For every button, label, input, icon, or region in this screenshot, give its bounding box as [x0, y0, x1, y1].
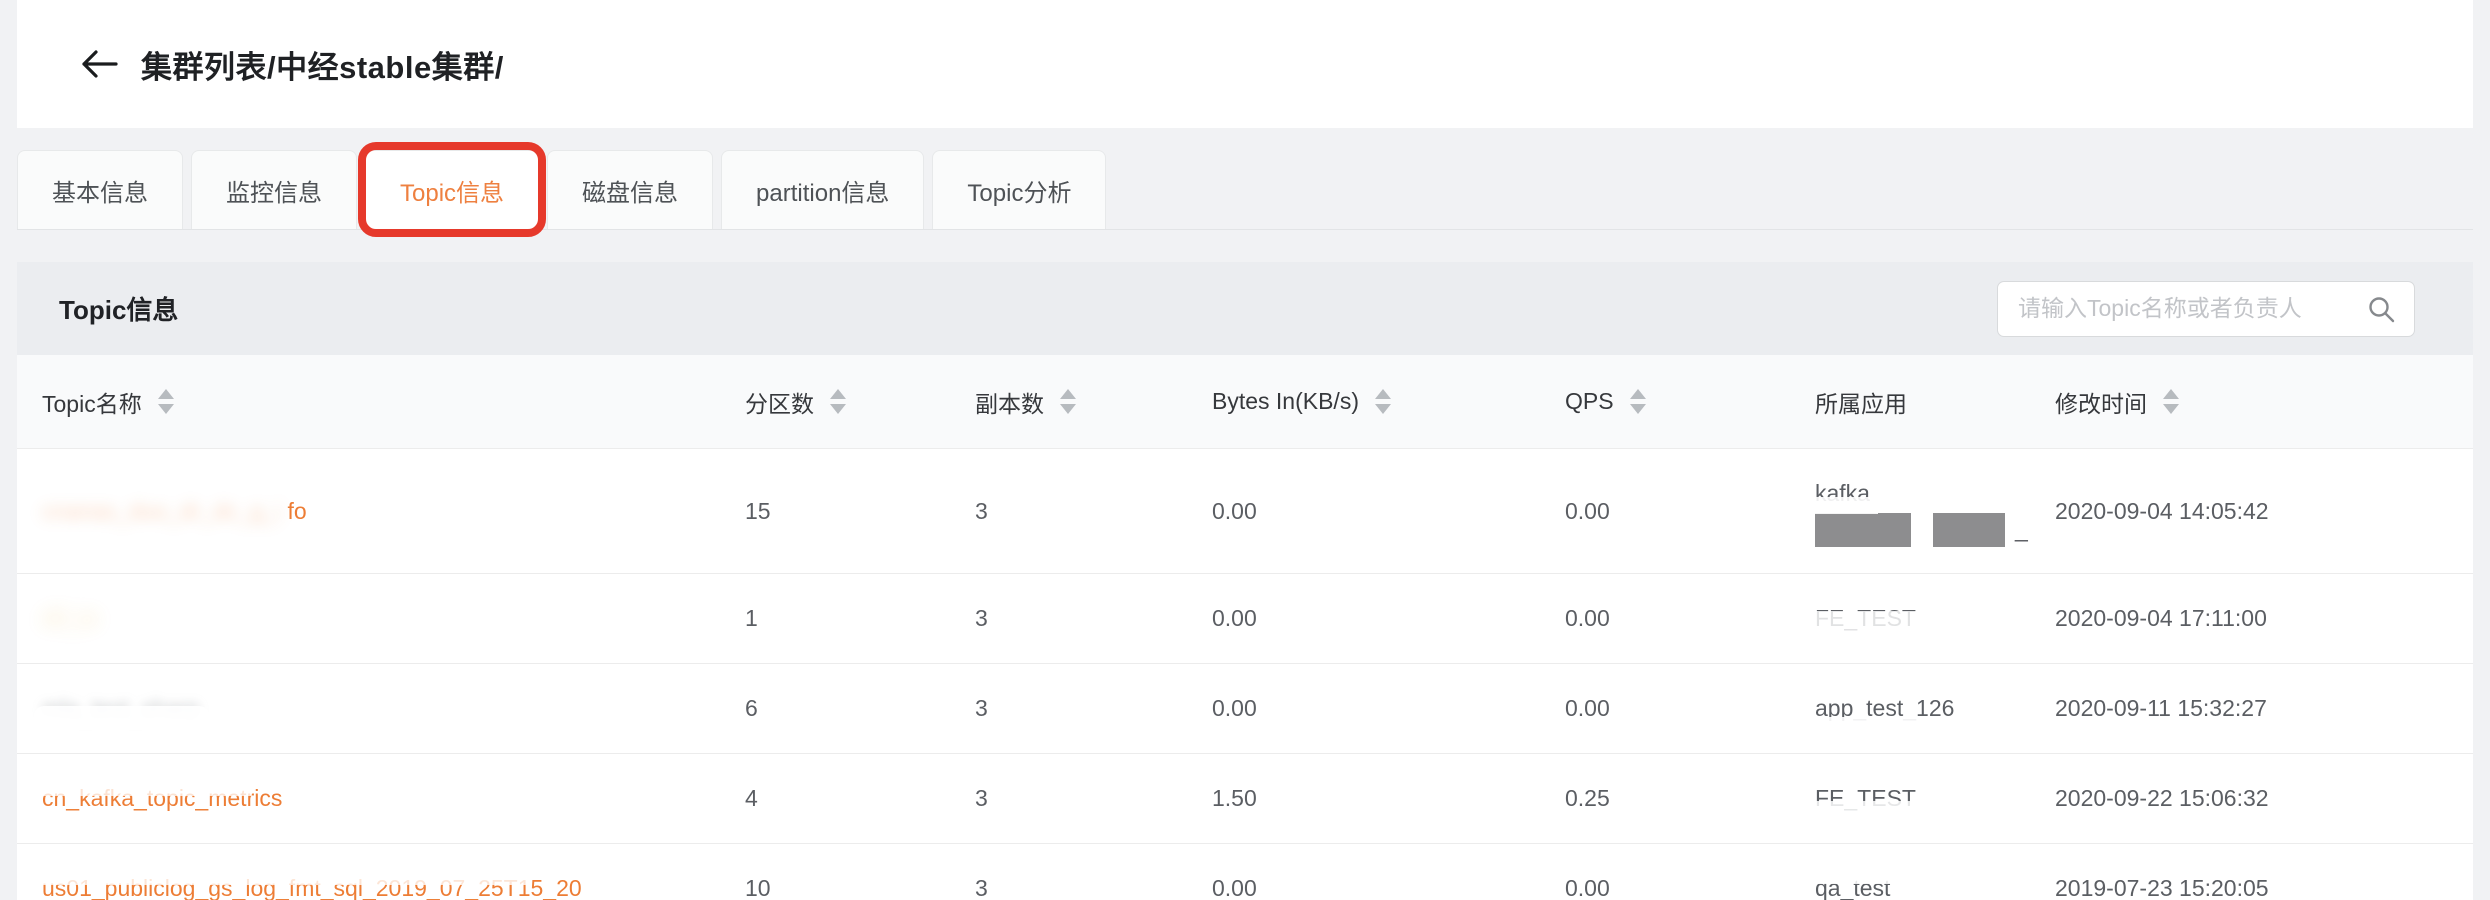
page-title: 集群列表/中经stable集群/: [141, 49, 504, 85]
tab-monitor-info[interactable]: 监控信息: [191, 150, 357, 229]
bytes-in-value: 0.00: [1212, 605, 1257, 631]
back-button[interactable]: [79, 44, 119, 84]
back-arrow-icon: [82, 50, 118, 78]
col-app: 所属应用: [1815, 390, 1907, 417]
replicas-value: 3: [975, 605, 988, 631]
topic-link[interactable]: cnanas_duo_dr_dc_g_i: [42, 497, 282, 524]
topic-link-suffix[interactable]: fo: [287, 497, 307, 524]
partitions-value: 10: [745, 875, 771, 900]
qps-value: 0.00: [1565, 605, 1610, 631]
tab-topic-info-label: Topic信息: [400, 179, 505, 207]
replicas-value: 3: [975, 875, 988, 900]
tab-topic-info[interactable]: Topic信息: [358, 142, 547, 237]
sort-carets-icon[interactable]: [1629, 389, 1646, 414]
modified-value: 2020-09-22 15:06:32: [2055, 785, 2269, 811]
panel-header: Topic信息: [17, 262, 2473, 355]
qps-value: 0.00: [1565, 497, 1610, 524]
topic-link[interactable]: dif_te: [42, 605, 99, 631]
tab-partition-info[interactable]: partition信息: [721, 150, 925, 229]
qps-value: 0.00: [1565, 875, 1610, 900]
table-row: cnanas_duo_dr_dc_g_i fo 15 3 0.00 0.00 k…: [17, 448, 2473, 573]
partitions-value: 4: [745, 785, 758, 811]
table-row: dif_te 1 3 0.00 0.00 FE_TEST 2020-09-04 …: [17, 573, 2473, 663]
replicas-value: 3: [975, 785, 988, 811]
topic-info-panel: Topic信息 Topic名称 分区数 副本数 Bytes In(KB/s) Q…: [17, 262, 2473, 900]
bytes-in-value: 0.00: [1212, 695, 1257, 721]
app-value: app_test_126: [1811, 695, 2055, 728]
page-header: 集群列表/中经stable集群/: [17, 0, 2473, 128]
table-row: cn_kafka_topic_metrics 4 3 1.50 0.25 FE_…: [17, 753, 2473, 843]
topic-link[interactable]: us01_publiclog_gs_log_fmt_sql_2019_07_25…: [40, 869, 582, 900]
tab-bar: 基本信息 监控信息 Topic信息 磁盘信息 partition信息 Topic…: [17, 142, 2473, 237]
app-value: FE_TEST: [1811, 605, 2055, 636]
redaction-block: [1933, 513, 2005, 548]
app-value: kafka _: [1815, 475, 2055, 548]
col-partitions: 分区数: [745, 390, 814, 417]
qps-value: 0.25: [1565, 785, 1610, 811]
partitions-value: 6: [745, 695, 758, 721]
table-row: us01_publiclog_gs_log_fmt_sql_2019_07_25…: [17, 843, 2473, 900]
table-header-row: Topic名称 分区数 副本数 Bytes In(KB/s) QPS 所属应用 …: [17, 355, 2473, 448]
sort-carets-icon[interactable]: [1374, 389, 1391, 414]
app-value: FE_TEST: [1811, 785, 2055, 818]
sort-carets-icon[interactable]: [1060, 389, 1076, 414]
redaction-block: [1815, 513, 1911, 548]
topic-link[interactable]: cn_kafka_topic_metrics: [40, 781, 282, 812]
table-row: mla_test_sharp 6 3 0.00 0.00 app_test_12…: [17, 663, 2473, 753]
sort-carets-icon[interactable]: [157, 389, 174, 414]
modified-value: 2020-09-04 14:05:42: [2055, 497, 2269, 524]
bytes-in-value: 0.00: [1212, 497, 1257, 524]
col-topic-name: Topic名称: [42, 390, 142, 417]
sort-carets-icon[interactable]: [2163, 389, 2179, 414]
topic-search-box: [1997, 280, 2415, 337]
panel-title: Topic信息: [59, 295, 179, 325]
topic-link[interactable]: mla_test_sharp: [34, 695, 210, 730]
col-replicas: 副本数: [975, 390, 1044, 417]
topic-search-input[interactable]: [2018, 295, 2366, 322]
tab-disk-info[interactable]: 磁盘信息: [547, 150, 714, 229]
col-qps: QPS: [1565, 388, 1614, 414]
replicas-value: 3: [975, 695, 988, 721]
bytes-in-value: 0.00: [1212, 875, 1257, 900]
qps-value: 0.00: [1565, 695, 1610, 721]
modified-value: 2020-09-04 17:11:00: [2055, 605, 2267, 631]
col-bytes-in: Bytes In(KB/s): [1212, 388, 1359, 414]
tab-topic-analysis[interactable]: Topic分析: [932, 150, 1107, 229]
app-value: qa_test: [1811, 871, 2055, 900]
modified-value: 2020-09-11 15:32:27: [2055, 695, 2267, 721]
bytes-in-value: 1.50: [1212, 785, 1257, 811]
partitions-value: 1: [745, 605, 758, 631]
sort-carets-icon[interactable]: [830, 389, 846, 414]
col-modified: 修改时间: [2055, 390, 2147, 417]
tab-basic-info[interactable]: 基本信息: [17, 150, 183, 229]
modified-value: 2019-07-23 15:20:05: [2055, 875, 2269, 900]
partitions-value: 15: [745, 497, 771, 524]
replicas-value: 3: [975, 497, 988, 524]
search-icon[interactable]: [2366, 294, 2396, 324]
